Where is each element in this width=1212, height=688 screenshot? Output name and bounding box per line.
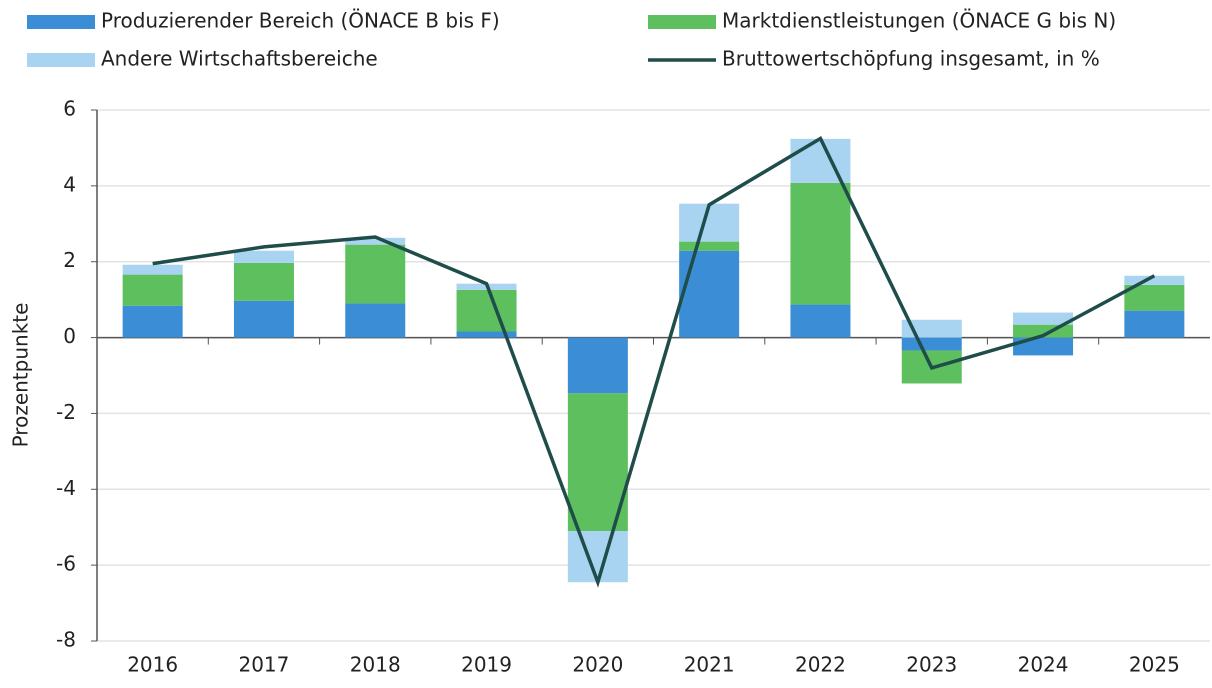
- y-tick-label: 6: [63, 97, 76, 121]
- bar-segment: [233, 300, 294, 338]
- y-tick-label: -2: [56, 400, 76, 424]
- bar-segment: [567, 531, 628, 583]
- y-tick-label: 0: [63, 324, 76, 348]
- legend-label: Andere Wirtschaftsbereiche: [101, 47, 378, 71]
- bar-segment: [1124, 275, 1185, 285]
- bar-segment: [567, 393, 628, 532]
- legend-swatch: [27, 53, 95, 67]
- bar-segment: [345, 244, 406, 304]
- x-tick-label: 2018: [350, 653, 401, 677]
- x-tick-label: 2024: [1018, 653, 1069, 677]
- bar-segment: [122, 274, 183, 306]
- bar-segment: [790, 304, 851, 338]
- bar-segment: [790, 182, 851, 305]
- bar-segment: [790, 138, 851, 183]
- bar-segment: [567, 337, 628, 394]
- y-tick-label: 2: [63, 248, 76, 272]
- bar-segment: [456, 289, 517, 332]
- x-tick-label: 2019: [461, 653, 512, 677]
- y-tick-label: -8: [56, 628, 76, 652]
- legend-label: Marktdienstleistungen (ÖNACE G bis N): [722, 9, 1116, 33]
- bar-segment: [1013, 312, 1074, 325]
- y-axis-label: Prozentpunkte: [9, 303, 33, 448]
- x-tick-label: 2016: [127, 653, 178, 677]
- x-tick-label: 2020: [572, 653, 623, 677]
- bar-segment: [122, 305, 183, 338]
- bar-segment: [233, 262, 294, 301]
- bar-segment: [1124, 310, 1185, 338]
- bar-segment: [1124, 284, 1185, 311]
- legend-label: Bruttowertschöpfung insgesamt, in %: [722, 47, 1100, 71]
- y-tick-label: -4: [56, 476, 76, 500]
- x-tick-label: 2022: [795, 653, 846, 677]
- bar-segment: [456, 331, 517, 338]
- bar-segment: [1013, 337, 1074, 356]
- y-tick-label: -6: [56, 552, 76, 576]
- line-series: [152, 135, 1156, 588]
- bar-segment: [901, 337, 962, 351]
- bar-segment: [233, 250, 294, 263]
- legend-swatch: [27, 15, 95, 29]
- x-tick-label: 2021: [684, 653, 735, 677]
- x-tick-label: 2023: [906, 653, 957, 677]
- bar-segment: [679, 250, 740, 338]
- legend-swatch: [648, 15, 716, 29]
- x-tick-label: 2017: [238, 653, 289, 677]
- x-tick-label: 2025: [1129, 653, 1180, 677]
- bar-segment: [345, 237, 406, 245]
- bar-segment: [679, 241, 740, 251]
- bar-segment: [345, 303, 406, 338]
- y-tick-label: 4: [63, 172, 76, 196]
- legend-label: Produzierender Bereich (ÖNACE B bis F): [101, 9, 500, 33]
- bar-segment: [122, 264, 183, 275]
